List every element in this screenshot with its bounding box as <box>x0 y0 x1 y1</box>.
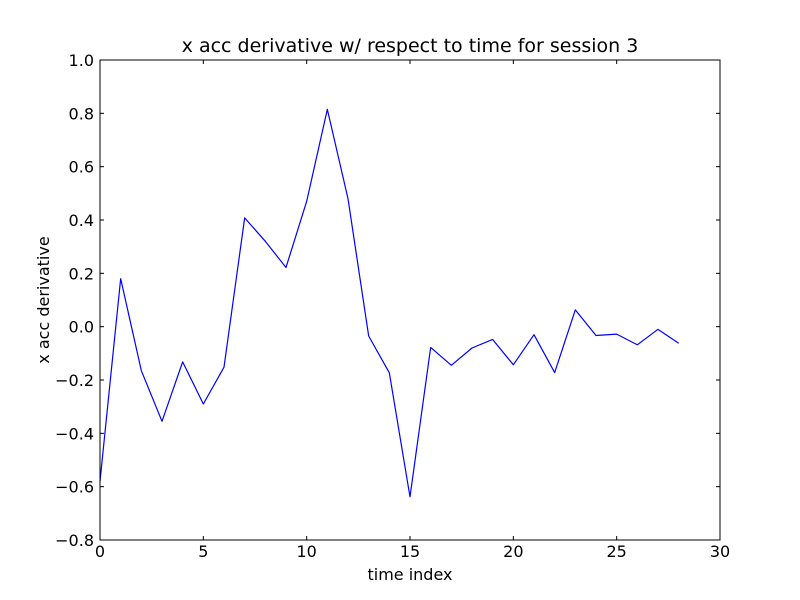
x-tick-label: 25 <box>606 542 626 561</box>
x-tick-label: 15 <box>400 542 420 561</box>
y-tick-label: 1.0 <box>69 51 94 70</box>
y-tick-label: −0.2 <box>55 371 94 390</box>
y-tick-label: −0.8 <box>55 531 94 550</box>
chart-title: x acc derivative w/ respect to time for … <box>182 35 639 57</box>
y-tick-label: 0.4 <box>69 211 94 230</box>
y-tick-label: −0.6 <box>55 478 94 497</box>
x-tick-label: 30 <box>710 542 730 561</box>
series-line <box>99 108 680 498</box>
y-tick-label: 0.0 <box>69 318 94 337</box>
x-tick-label: 0 <box>95 542 105 561</box>
y-tick-label: 0.2 <box>69 264 94 283</box>
x-axis-label: time index <box>367 565 452 584</box>
x-tick-label: 20 <box>503 542 523 561</box>
y-axis-label: x acc derivative <box>34 236 53 363</box>
plot-area: 0 5 10 15 20 25 30 −0.8 −0.6 −0.4 −0.2 0.0 0.2 0.4 0.6… <box>55 51 730 561</box>
y-tick-label: 0.8 <box>69 104 94 123</box>
x-tick-label: 10 <box>296 542 316 561</box>
y-tick-label: 0.6 <box>69 158 94 177</box>
y-tick-label: −0.4 <box>55 424 94 443</box>
plot-background <box>100 60 720 540</box>
x-tick-label: 5 <box>198 542 208 561</box>
